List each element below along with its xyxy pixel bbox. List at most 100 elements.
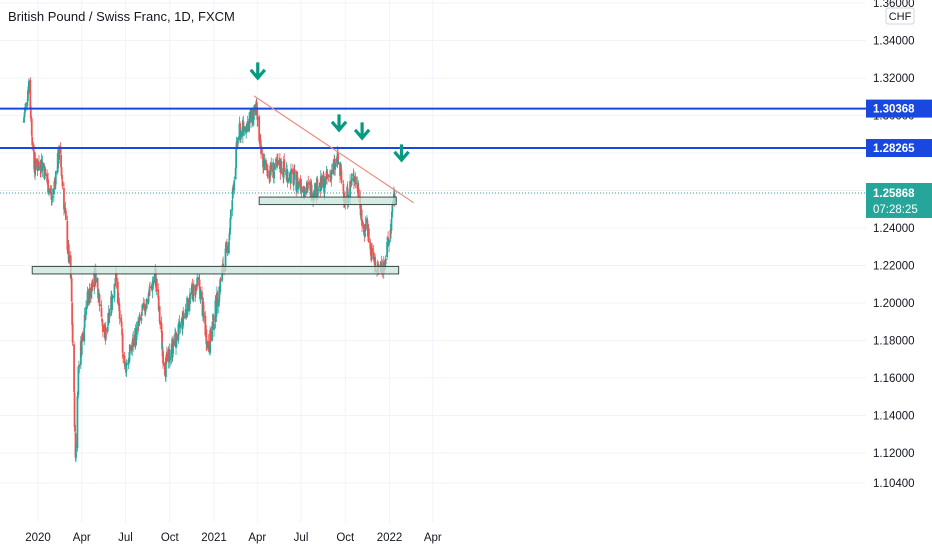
candle-body [194, 285, 197, 295]
x-tick-label: Apr [424, 532, 442, 544]
candle-body [386, 241, 389, 257]
candle-body [261, 153, 264, 155]
candle-body [290, 168, 293, 171]
candle-body [181, 311, 184, 329]
candle-body [155, 278, 158, 291]
level-price-text: 1.28265 [873, 143, 915, 155]
candle-body [71, 302, 74, 325]
x-tick-label: Jul [118, 532, 133, 544]
candle-body [243, 126, 246, 132]
candle-body [46, 174, 49, 183]
candle-body [198, 279, 201, 289]
candle-body [362, 225, 365, 229]
candle-body [324, 178, 326, 188]
candle-body [192, 285, 195, 287]
candle-body [157, 289, 160, 298]
candle-body [334, 162, 337, 170]
candle-body [176, 340, 178, 342]
candle-body [100, 307, 103, 317]
candle-body [383, 260, 386, 268]
candle-body [248, 117, 251, 119]
candle-body [27, 80, 30, 93]
grid-lines [0, 0, 866, 522]
candle-body [391, 211, 393, 219]
candle-body [391, 204, 394, 213]
currency-badge[interactable]: CHF [885, 7, 915, 25]
candle-body [81, 333, 84, 341]
candle-body [172, 340, 175, 347]
x-tick-label: Oct [336, 532, 355, 544]
candle-body [357, 188, 360, 199]
candle-body [102, 324, 104, 333]
candlestick-series [22, 77, 396, 463]
candle-body [238, 123, 241, 137]
candle-body [364, 223, 367, 232]
candle-body [266, 170, 269, 177]
candle-body [265, 160, 267, 166]
candle-body [369, 247, 372, 251]
candle-body [57, 153, 60, 165]
candle-body [175, 333, 178, 342]
candle-body [188, 306, 190, 312]
candle-body [351, 177, 353, 182]
candle-body [38, 161, 40, 166]
candle-body [105, 329, 108, 331]
candle-body [327, 174, 330, 177]
candle-body [228, 233, 231, 241]
candle-body [248, 119, 251, 132]
candle-body [44, 168, 47, 172]
candle-body [332, 163, 335, 175]
candle-body [107, 313, 110, 326]
candle-body [51, 199, 53, 201]
candle-body [113, 284, 116, 298]
candle-body [47, 192, 50, 195]
candle-body [168, 349, 171, 361]
candle-body [101, 322, 104, 325]
candle-body [83, 314, 86, 328]
candle-body [215, 312, 218, 318]
candle-body [300, 185, 303, 193]
candle-body [60, 154, 62, 168]
candle-body [226, 245, 229, 254]
candle-body [106, 326, 109, 332]
y-tick-label: 1.10400 [873, 478, 915, 490]
candle-body [229, 218, 232, 230]
candle-body [77, 366, 80, 395]
candle-body [184, 309, 187, 312]
candle-body [216, 291, 219, 305]
candle-body [44, 172, 47, 176]
candle-body [79, 341, 82, 365]
candle-body [197, 276, 200, 280]
candle-body [167, 349, 170, 362]
candle-body [85, 306, 87, 315]
down-arrow-icon [393, 144, 410, 163]
candle-body [350, 180, 353, 185]
candle-body [114, 285, 116, 287]
candle-body [29, 106, 32, 119]
candle-body [118, 310, 121, 320]
candle-body [111, 297, 113, 310]
candle-body [273, 167, 276, 170]
candle-body [90, 290, 93, 299]
candle-body [114, 278, 117, 286]
candle-body [219, 279, 222, 293]
candle-body [218, 286, 221, 302]
candle-body [149, 287, 151, 289]
last-price-tag [866, 182, 932, 218]
candle-body [95, 277, 98, 283]
candle-body [91, 285, 94, 287]
candle-body [380, 262, 383, 269]
trendline[interactable] [253, 95, 414, 204]
candle-body [372, 252, 375, 260]
candle-body [27, 90, 29, 101]
candle-body [29, 79, 32, 109]
candle-body [346, 188, 349, 203]
candle-body [128, 352, 131, 363]
candle-body [332, 163, 335, 165]
candle-body [39, 165, 42, 171]
candle-body [240, 130, 242, 140]
candle-body [161, 349, 164, 351]
candle-body [58, 146, 61, 160]
